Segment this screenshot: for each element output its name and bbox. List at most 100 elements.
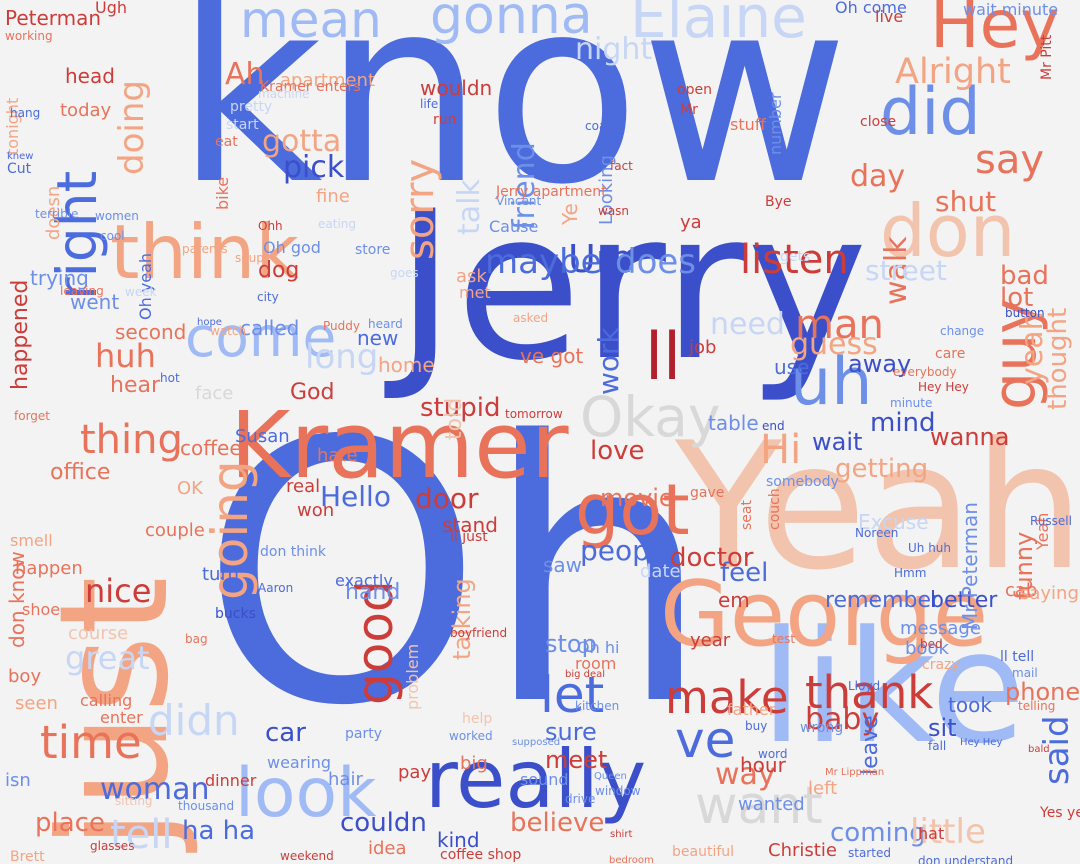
word-everybody: everybody bbox=[893, 365, 957, 379]
word-night: night bbox=[575, 32, 653, 67]
word-sound: sound bbox=[520, 770, 569, 789]
word-gonna: gonna bbox=[430, 0, 593, 46]
word-look: look bbox=[235, 754, 377, 833]
word-problem: problem bbox=[403, 643, 422, 710]
word-bucks: bucks bbox=[215, 606, 256, 622]
word-watch: watch bbox=[210, 324, 247, 338]
word-puddy: Puddy bbox=[323, 319, 360, 333]
word-maybe: maybe bbox=[485, 242, 602, 282]
word-getting: getting bbox=[835, 454, 929, 484]
word-shut: shut bbox=[935, 185, 997, 218]
word-street: street bbox=[865, 254, 947, 287]
word-couch: couch bbox=[767, 488, 783, 530]
word-queen: Queen bbox=[594, 771, 627, 782]
word-hmm: Hmm bbox=[894, 566, 927, 580]
word-close: close bbox=[860, 114, 897, 130]
word-happen: happen bbox=[15, 558, 83, 579]
word-thank: thank bbox=[805, 666, 934, 719]
word-second: second bbox=[115, 320, 187, 344]
word-come: come bbox=[185, 305, 337, 369]
word-car: car bbox=[265, 718, 306, 748]
word-care: care bbox=[935, 346, 966, 362]
word-sit: sit bbox=[928, 714, 957, 742]
word-ok: OK bbox=[177, 478, 203, 499]
word-stand: stand bbox=[442, 513, 498, 537]
word-mr-pitt: Mr Pitt bbox=[1039, 34, 1055, 80]
word-room: room bbox=[575, 654, 617, 673]
word-brett: Brett bbox=[10, 849, 45, 864]
word-ye: Ye bbox=[558, 203, 582, 225]
word-fact: fact bbox=[610, 159, 633, 173]
word-course: course bbox=[68, 623, 129, 644]
word-beautiful: beautiful bbox=[672, 844, 735, 860]
word-great: great bbox=[65, 639, 150, 677]
word-week: week bbox=[125, 285, 157, 299]
word-door: door bbox=[415, 482, 479, 515]
word-saw: saw bbox=[543, 553, 583, 577]
word-talk: talk bbox=[452, 179, 487, 235]
word-wrong: wrong bbox=[800, 720, 844, 736]
word-kind: kind bbox=[437, 828, 480, 852]
word-big-deal: big deal bbox=[565, 669, 606, 680]
word-telling: telling bbox=[1018, 699, 1056, 713]
word-day: day bbox=[850, 159, 906, 194]
word-heard: heard bbox=[368, 317, 403, 331]
word-oh-hi: Oh hi bbox=[577, 638, 620, 657]
word-cut: Cut bbox=[7, 161, 32, 177]
word-don-know: don know bbox=[5, 551, 29, 648]
word-life: life bbox=[420, 97, 439, 111]
word-little: little bbox=[910, 812, 986, 852]
word-hope: hope bbox=[197, 317, 222, 328]
word-tomorrow: tomorrow bbox=[505, 407, 563, 421]
word-peterman: Peterman bbox=[5, 6, 102, 30]
word-uh-huh: Uh huh bbox=[908, 541, 952, 555]
word-baby: baby bbox=[805, 702, 880, 737]
word-bedroom: bedroom bbox=[609, 855, 654, 864]
word-nice: nice bbox=[85, 572, 152, 610]
word-gotta: gotta bbox=[262, 124, 342, 159]
word-called: called bbox=[240, 316, 300, 340]
word-saying: saying bbox=[1020, 583, 1079, 604]
word-eating: eating bbox=[318, 217, 356, 231]
word-hair: hair bbox=[328, 769, 363, 790]
word-time: time bbox=[40, 716, 142, 769]
word-vincent: Vincent bbox=[496, 194, 542, 208]
word-way: way bbox=[715, 757, 776, 792]
word-yes-ye: Yes ye bbox=[1040, 805, 1080, 821]
word-thought: thought bbox=[1043, 307, 1073, 410]
word-don-understand: don understand bbox=[918, 854, 1014, 864]
word-movie: movie bbox=[600, 484, 674, 512]
word-know: know bbox=[175, 0, 849, 241]
word-fall: fall bbox=[928, 739, 947, 753]
word-let: let bbox=[540, 666, 605, 724]
word-make: make bbox=[665, 671, 789, 724]
word-wait: wait bbox=[812, 428, 863, 456]
word-jerry-apartment: Jerry apartment bbox=[496, 184, 607, 200]
word-don: don bbox=[880, 189, 1016, 273]
word-kramer: Kramer bbox=[230, 392, 569, 499]
word-pay: pay bbox=[398, 762, 432, 783]
word-word: word bbox=[758, 747, 788, 761]
word-aaron: Aaron bbox=[258, 581, 294, 595]
word-exactly: exactly bbox=[335, 571, 393, 590]
word-trying: trying bbox=[30, 266, 89, 290]
word-run: run bbox=[433, 112, 457, 128]
word-window: window bbox=[595, 784, 641, 798]
word-thousand: thousand bbox=[178, 799, 235, 813]
word-tell: tell bbox=[110, 812, 173, 858]
word-coming: coming bbox=[830, 818, 926, 848]
word-hear: hear bbox=[110, 373, 161, 398]
word-mr: Mr bbox=[680, 102, 698, 118]
word-mind: mind bbox=[870, 408, 936, 438]
word-met: met bbox=[459, 283, 491, 302]
word-wanna: wanna bbox=[930, 423, 1010, 451]
word-susan: Susan bbox=[235, 426, 290, 447]
word-lot: lot bbox=[1000, 283, 1034, 313]
word-date: date bbox=[640, 561, 681, 582]
word-sitting: sitting bbox=[115, 794, 153, 808]
word-ll-tell: ll tell bbox=[1000, 649, 1035, 665]
word-don-think: don think bbox=[260, 544, 327, 560]
word-think: think bbox=[110, 208, 299, 296]
word-um: Um bbox=[568, 237, 633, 281]
